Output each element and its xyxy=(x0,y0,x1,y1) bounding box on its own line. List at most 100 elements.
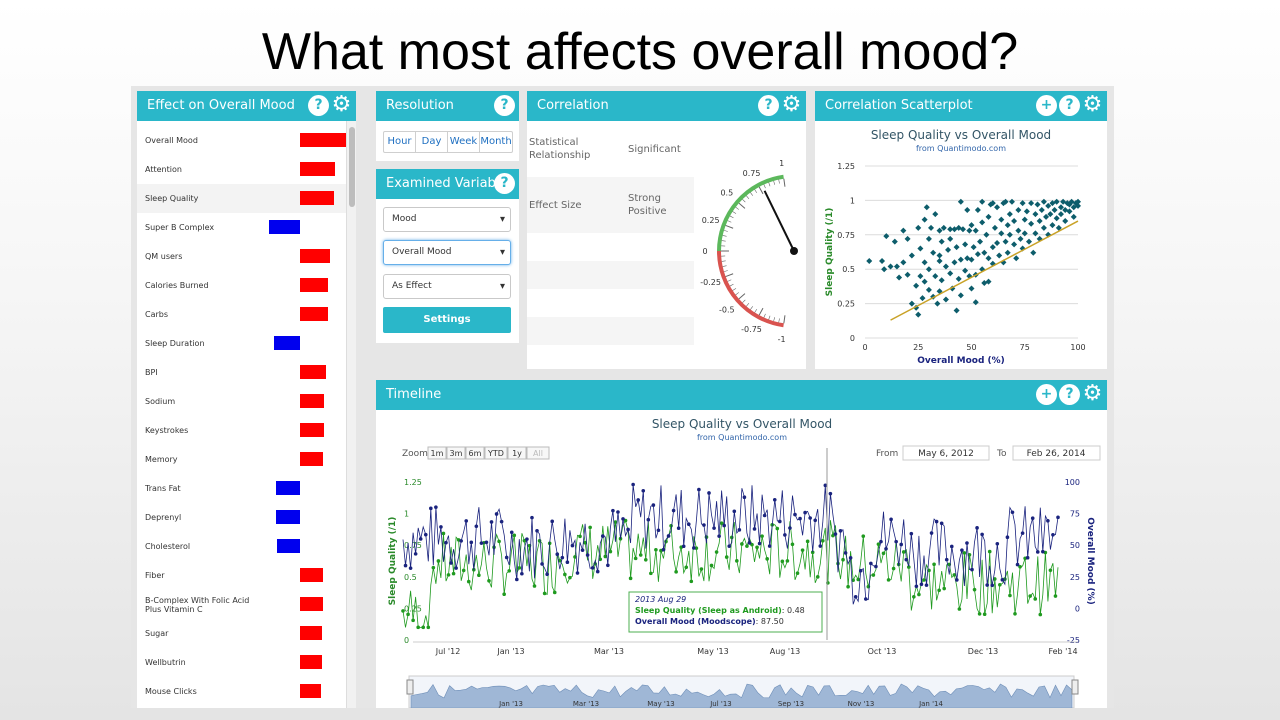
settings-button[interactable]: Settings xyxy=(383,307,511,333)
scatter-point xyxy=(983,231,990,238)
effect-row[interactable]: Cholesterol xyxy=(137,532,356,561)
effect-row[interactable]: BPI xyxy=(137,358,356,387)
effect-row[interactable]: Attention xyxy=(137,155,356,184)
effect-row[interactable]: Deprenyl xyxy=(137,503,356,532)
effect-row[interactable]: Trans Fat xyxy=(137,474,356,503)
scatter-point xyxy=(998,216,1005,223)
scroll-thumb[interactable] xyxy=(349,127,355,207)
from-label: From xyxy=(876,449,898,459)
effect-row[interactable]: Sleep Quality xyxy=(137,184,356,213)
help-icon[interactable]: ? xyxy=(1059,384,1080,405)
overall-mood-point xyxy=(772,497,777,502)
sleep-quality-point xyxy=(633,556,638,561)
effect-row[interactable]: Calories Burned xyxy=(137,271,356,300)
effect-list-scrollbar[interactable] xyxy=(346,121,356,708)
add-icon[interactable]: + xyxy=(1036,384,1057,405)
scatter-point xyxy=(893,263,900,270)
timeline-tooltip-line1-name: Sleep Quality (Sleep as Android) xyxy=(635,606,782,615)
timeline-tooltip-box xyxy=(628,591,823,633)
sleep-quality-point xyxy=(613,520,618,524)
scatter-point xyxy=(1045,202,1052,209)
from-date-input xyxy=(902,445,990,461)
scatter-point xyxy=(938,238,945,245)
gauge-tick-label: -0.5 xyxy=(719,305,735,314)
correlation-row-label: Effect Size xyxy=(529,199,582,211)
scatter-point xyxy=(942,296,949,303)
sleep-quality-point xyxy=(568,575,572,580)
scatter-point xyxy=(968,222,975,229)
effect-row[interactable]: Sleep Duration xyxy=(137,329,356,358)
gauge-tick xyxy=(722,265,727,267)
effect-row[interactable]: Overall Mood xyxy=(137,126,356,155)
overall-mood-point xyxy=(1020,531,1025,535)
effect-row[interactable]: Wellbutrin xyxy=(137,648,356,677)
effect-mode-select[interactable]: As Effect xyxy=(383,274,511,299)
gear-icon[interactable]: ⚙ xyxy=(1082,92,1103,117)
effect-row[interactable]: B-Complex With Folic Acid Plus Vitamin C xyxy=(137,590,356,619)
slide-title: What most affects overall mood? xyxy=(261,23,1019,81)
sleep-quality-point xyxy=(881,551,886,556)
overall-mood-point xyxy=(1051,532,1055,537)
timeline-title: Sleep Quality vs Overall Mood xyxy=(652,417,832,431)
gauge-pivot xyxy=(790,247,798,255)
scatter-point xyxy=(940,224,947,231)
help-icon[interactable]: ? xyxy=(308,95,329,116)
effect-bar xyxy=(300,568,323,582)
overall-mood-point xyxy=(737,528,742,532)
timeline-y-left-tick: 0 xyxy=(404,636,409,645)
sleep-quality-point xyxy=(977,612,982,616)
navigator-right-handle xyxy=(1071,679,1079,695)
scatter-point xyxy=(1036,235,1043,242)
add-icon[interactable]: + xyxy=(1036,95,1057,116)
help-icon[interactable]: ? xyxy=(758,95,779,116)
timeline-x-tick: Oct '13 xyxy=(868,647,897,656)
sleep-quality-point xyxy=(780,559,785,564)
scatter-point xyxy=(921,259,928,266)
help-icon[interactable]: ? xyxy=(494,95,515,116)
sleep-quality-point xyxy=(497,539,501,544)
scatter-point xyxy=(930,249,937,256)
dashboard: Effect on Overall Mood ? ⚙ Overall Mood A… xyxy=(131,86,1114,708)
gauge-tick xyxy=(778,179,780,184)
gear-icon[interactable]: ⚙ xyxy=(1082,381,1103,406)
gauge-tick xyxy=(758,307,764,316)
effect-row[interactable]: QM users xyxy=(137,242,356,271)
effect-row[interactable]: Carbs xyxy=(137,300,356,329)
timeline-y-right-tick: 0 xyxy=(1075,604,1080,613)
sleep-quality-point xyxy=(684,565,689,570)
scatter-point xyxy=(1040,198,1047,205)
variable-select[interactable]: Overall Mood xyxy=(383,240,511,265)
sleep-quality-point xyxy=(411,618,415,623)
timeline-x-tick: Jan '13 xyxy=(496,647,524,656)
overall-mood-point xyxy=(747,541,752,545)
gear-icon[interactable]: ⚙ xyxy=(331,92,352,117)
gauge-tick xyxy=(783,315,786,324)
effect-row[interactable]: Fiber xyxy=(137,561,356,590)
overall-mood-point xyxy=(520,571,524,576)
effect-row[interactable]: Mouse Clicks xyxy=(137,677,356,706)
resolution-day-button[interactable]: Day xyxy=(416,132,448,152)
help-icon[interactable]: ? xyxy=(494,173,515,194)
effect-row[interactable]: Super B Complex xyxy=(137,213,356,242)
category-select[interactable]: Mood xyxy=(383,207,511,232)
gauge-tick xyxy=(738,202,746,209)
scatter-point xyxy=(938,277,945,284)
sleep-quality-point xyxy=(532,584,537,588)
effect-row[interactable]: Keystrokes xyxy=(137,416,356,445)
sleep-quality-point xyxy=(987,549,992,554)
scatter-point xyxy=(1038,207,1045,214)
examined-variable-panel: Examined Variable ? Mood Overall Mood As… xyxy=(376,169,519,343)
overall-mood-point xyxy=(783,533,787,537)
effect-row[interactable]: Sodium xyxy=(137,387,356,416)
resolution-week-button[interactable]: Week xyxy=(448,132,480,152)
overall-mood-point xyxy=(1046,518,1050,523)
navigator-tick: Jul '13 xyxy=(709,700,732,708)
gear-icon[interactable]: ⚙ xyxy=(781,92,802,117)
overall-mood-point xyxy=(919,582,924,587)
help-icon[interactable]: ? xyxy=(1059,95,1080,116)
sleep-quality-point xyxy=(846,584,850,589)
resolution-hour-button[interactable]: Hour xyxy=(384,132,416,152)
effect-row[interactable]: Memory xyxy=(137,445,356,474)
effect-row[interactable]: Sugar xyxy=(137,619,356,648)
resolution-month-button[interactable]: Month xyxy=(480,136,512,147)
